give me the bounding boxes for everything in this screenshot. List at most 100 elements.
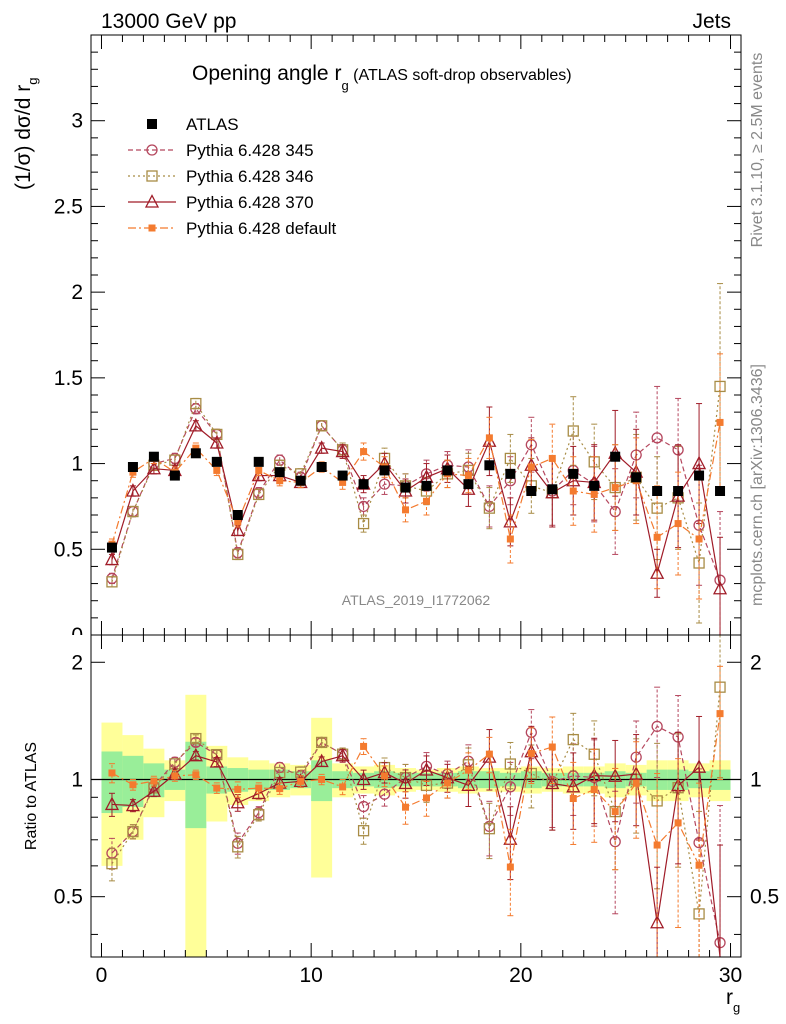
bottom-panel-frame <box>90 634 742 958</box>
bottom-y-tick-label-right: 0.5 <box>750 886 779 909</box>
data-point <box>422 497 430 505</box>
atlas-data-point <box>547 484 558 495</box>
data-point <box>569 487 577 495</box>
bottom-y-tick-label: 0.5 <box>54 886 83 909</box>
data-point <box>125 483 141 497</box>
data-point <box>611 484 619 492</box>
ratio-point <box>650 914 665 929</box>
data-point <box>127 505 139 518</box>
data-point <box>255 466 263 474</box>
atlas-data-point <box>526 486 537 496</box>
atlas-data-point <box>106 542 117 553</box>
ratio-point <box>251 785 266 800</box>
ratio-point <box>234 785 242 793</box>
ratio-point <box>192 771 200 779</box>
data-point <box>653 533 661 541</box>
ratio-point <box>464 766 472 774</box>
ratio-point <box>297 777 305 785</box>
data-point <box>357 517 370 530</box>
data-point <box>504 452 517 465</box>
data-point <box>714 380 726 393</box>
data-point <box>651 432 663 444</box>
data-point <box>213 466 221 474</box>
data-point <box>483 502 496 514</box>
data-point <box>695 535 703 543</box>
ratio-point <box>716 710 724 718</box>
ratio-point <box>276 785 284 793</box>
legend-marker <box>147 119 157 129</box>
data-point <box>674 520 682 528</box>
ratio-point <box>381 772 389 780</box>
ratio-point <box>609 836 621 848</box>
ratio-point <box>419 762 434 776</box>
atlas-data-point <box>463 479 474 490</box>
ratio-point <box>255 784 263 792</box>
ratio-point <box>360 742 368 750</box>
ratio-point <box>213 784 221 792</box>
data-point <box>567 425 579 437</box>
atlas-data-point <box>253 456 264 467</box>
mcplots-label: mcplots.cern.ch [arXiv:1306.3436] <box>749 364 766 606</box>
ratio-point <box>190 732 202 745</box>
data-point <box>192 444 200 452</box>
top-panel-series <box>104 283 728 636</box>
ratio-point <box>548 743 556 751</box>
atlas-data-point <box>169 470 180 481</box>
ratio-point <box>653 841 661 849</box>
atlas-data-point <box>442 465 453 476</box>
atlas-data-point <box>211 456 222 467</box>
legend-label: Pythia 6.428 345 <box>186 141 314 160</box>
data-point <box>104 551 120 566</box>
data-point <box>230 522 245 537</box>
ratio-point <box>188 747 203 762</box>
ratio-point <box>629 766 644 780</box>
atlas-data-point <box>589 480 600 491</box>
atlas-data-point <box>232 510 243 520</box>
atlas-data-point <box>652 486 663 496</box>
ratio-point <box>674 819 682 827</box>
header-process: Jets <box>692 10 731 33</box>
ratio-point <box>590 785 598 793</box>
ratio-point <box>651 720 663 733</box>
ratio-point <box>378 788 391 800</box>
ratio-point <box>357 800 370 813</box>
data-point <box>190 397 202 410</box>
ratio-point <box>608 768 623 782</box>
ratio-point <box>527 749 535 757</box>
ratio-point <box>611 808 619 816</box>
legend: ATLAS Pythia 6.428 345 Pythia 6.428 346 Pyt… <box>128 115 337 238</box>
data-point <box>527 463 535 471</box>
data-point <box>188 417 203 432</box>
data-point <box>276 477 284 485</box>
ratio-point <box>315 736 328 749</box>
top-ylabel: (1/σ) dσ/d rg <box>12 77 40 190</box>
ratio-point <box>129 781 137 789</box>
legend-label: Pythia 6.428 370 <box>186 193 314 212</box>
analysis-id-label: ATLAS_2019_I1772062 <box>342 592 491 608</box>
legend-label: Pythia 6.428 default <box>186 219 337 238</box>
top-y-tick-label: 2 <box>71 281 83 304</box>
series-line-top <box>111 424 721 589</box>
data-point <box>609 505 621 518</box>
ratio-point <box>108 769 116 777</box>
data-point <box>506 535 514 543</box>
series-line-bottom <box>111 725 721 943</box>
ratio-point <box>209 754 224 768</box>
data-point <box>209 435 224 449</box>
data-point <box>234 518 242 526</box>
x-axis-label: rg <box>726 986 740 1015</box>
atlas-data-point <box>316 462 327 472</box>
ratio-point <box>318 775 326 783</box>
ratio-point <box>125 797 141 812</box>
data-point <box>146 460 161 475</box>
ratio-point <box>691 759 707 773</box>
data-point <box>590 490 598 498</box>
data-point <box>315 420 328 432</box>
x-tick-label: 20 <box>509 964 532 987</box>
bottom-y-tick-label-right: 2 <box>750 651 762 674</box>
data-point <box>485 434 493 442</box>
data-point <box>335 443 350 458</box>
ratio-point <box>357 825 370 837</box>
top-panel-axes: 0.5 1 1.5 2 2.5 3 0 <box>54 35 741 636</box>
